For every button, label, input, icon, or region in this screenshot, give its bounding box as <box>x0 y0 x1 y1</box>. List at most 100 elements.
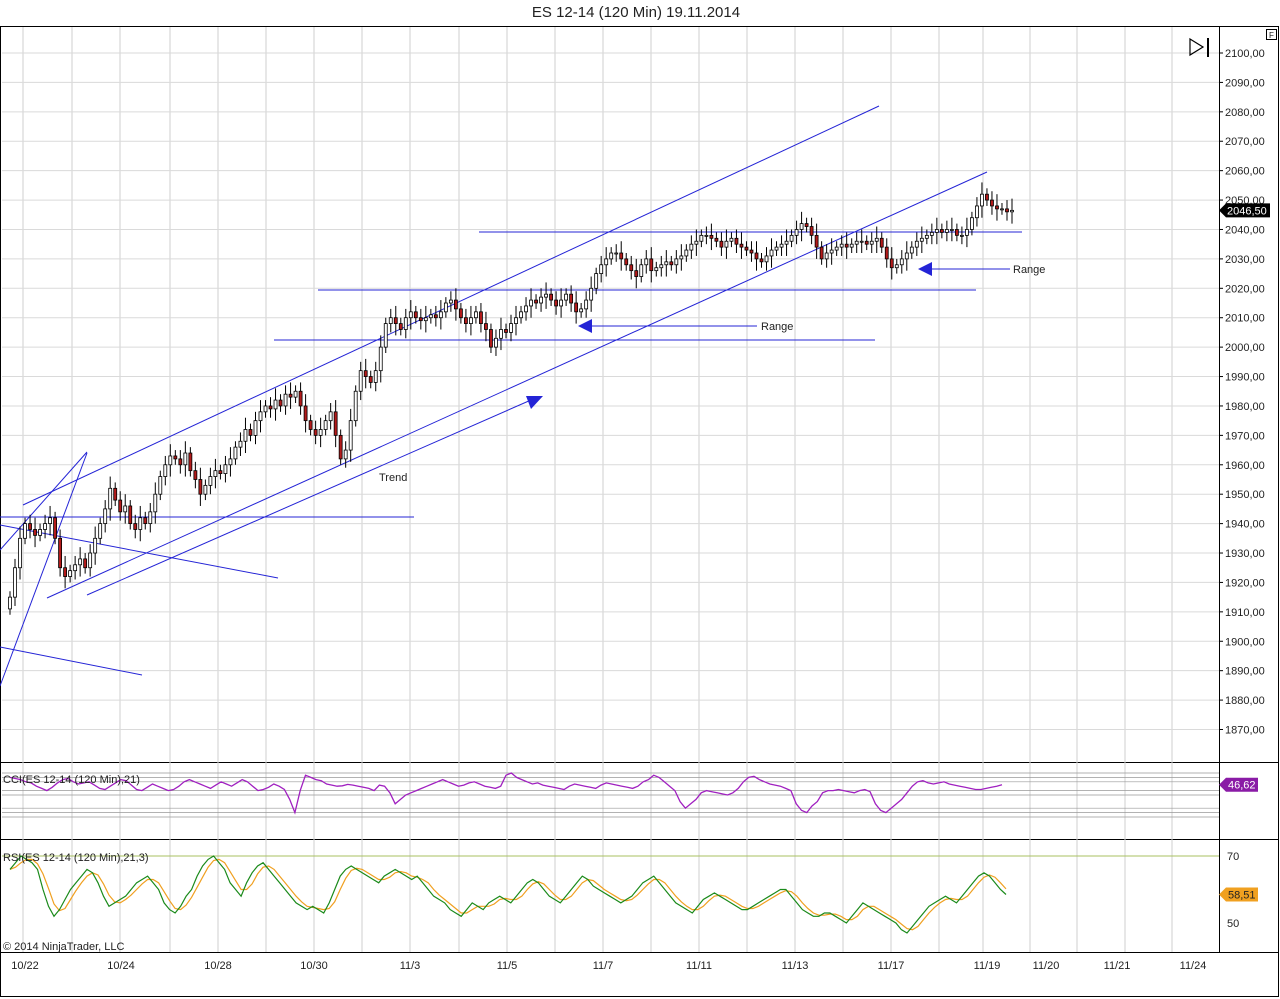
candle-body <box>614 252 619 255</box>
y-tick-label: 1890,00 <box>1225 666 1265 678</box>
candle-body <box>564 293 569 301</box>
candle-body <box>819 246 824 260</box>
panel-button[interactable] <box>1266 29 1277 40</box>
candle-body <box>33 529 37 536</box>
candle-body <box>378 346 383 372</box>
rsi-value-tag <box>1219 887 1258 902</box>
last-price-tag <box>1219 203 1270 218</box>
candle-body <box>273 399 278 410</box>
candle-body <box>924 234 929 239</box>
y-tick-label: 2020,00 <box>1225 283 1265 295</box>
play-icon[interactable] <box>1189 37 1205 57</box>
candle-body <box>313 429 318 436</box>
candle-body <box>474 311 478 319</box>
candle-body <box>559 299 563 307</box>
panel-button-label: F <box>1269 31 1274 40</box>
candle-body <box>659 264 664 269</box>
range-arrow-head <box>918 262 932 276</box>
candle-body <box>949 229 954 231</box>
candles-group <box>8 182 1014 615</box>
candle-body <box>138 517 143 530</box>
candle-body <box>208 476 213 486</box>
candle-body <box>509 323 513 333</box>
cci-line <box>9 772 1003 815</box>
candle-body <box>298 390 303 407</box>
candle-body <box>283 393 288 407</box>
drawn-trendline <box>0 452 88 687</box>
cci-indicator-label: CCI(ES 12-14 (120 Min),21) <box>3 774 140 786</box>
candle-body <box>328 411 333 422</box>
candle-body <box>308 420 313 430</box>
candle-body <box>218 470 223 475</box>
candle-body <box>789 234 794 242</box>
candle-body <box>995 205 999 210</box>
candle-body <box>93 537 98 554</box>
x-tick-label: 11/13 <box>782 960 809 972</box>
candle-body <box>504 329 508 333</box>
candle-body <box>293 390 298 398</box>
candle-body <box>854 240 859 245</box>
candle-body <box>609 252 614 260</box>
candle-body <box>939 229 944 233</box>
candle-body <box>874 237 879 242</box>
candle-body <box>428 314 433 319</box>
candle-body <box>574 302 579 313</box>
candle-body <box>103 508 108 525</box>
y-tick-label: 2010,00 <box>1225 313 1265 325</box>
rsi-level-label: 50 <box>1227 918 1239 930</box>
y-tick-label: 1900,00 <box>1225 636 1265 648</box>
candle-body <box>739 243 744 248</box>
candle-body <box>774 246 779 251</box>
rsi-indicator-label: RSI(ES 12-14 (120 Min),21,3) <box>3 852 149 864</box>
candle-body <box>388 317 393 324</box>
candle-body <box>929 232 934 236</box>
candle-body <box>38 529 42 536</box>
x-tick-label: 11/5 <box>497 960 518 972</box>
candle-body <box>584 299 589 310</box>
candle-body <box>333 411 338 436</box>
rsi-line <box>9 855 1007 934</box>
candle-body <box>644 258 649 266</box>
candle-body <box>679 255 684 260</box>
candle-body <box>894 264 899 269</box>
candle-body <box>193 470 198 480</box>
candle-body <box>549 293 553 301</box>
candle-body <box>464 317 468 324</box>
x-tick-label: 11/11 <box>686 960 712 972</box>
candle-body <box>859 240 864 243</box>
candle-body <box>479 311 483 324</box>
x-tick-label: 11/19 <box>974 960 1001 972</box>
candle-body <box>769 249 774 257</box>
y-tick-label: 1910,00 <box>1225 607 1265 619</box>
candle-body <box>168 455 173 466</box>
y-tick-label: 2090,00 <box>1225 77 1265 89</box>
candle-body <box>158 476 163 495</box>
candle-body <box>754 252 759 260</box>
candle-body <box>143 517 148 525</box>
candle-body <box>869 240 874 245</box>
candle-body <box>514 317 518 324</box>
x-tick-label: 11/20 <box>1033 960 1060 972</box>
candle-body <box>934 229 939 233</box>
candle-body <box>684 249 689 257</box>
candle-body <box>203 484 208 495</box>
candle-body <box>779 243 784 248</box>
candle-body <box>879 237 884 248</box>
candle-body <box>970 217 974 230</box>
candle-body <box>438 311 443 319</box>
candle-body <box>629 264 634 272</box>
candle-body <box>83 558 88 569</box>
candle-body <box>183 452 188 466</box>
candle-body <box>639 264 644 277</box>
candle-body <box>358 370 363 392</box>
candle-body <box>669 261 674 266</box>
y-tick-label: 1930,00 <box>1225 548 1265 560</box>
candle-body <box>864 240 869 245</box>
candle-body <box>824 252 829 260</box>
candle-body <box>849 243 854 248</box>
candle-body <box>985 193 989 201</box>
candle-body <box>469 317 473 324</box>
drawn-trendline <box>0 524 279 579</box>
